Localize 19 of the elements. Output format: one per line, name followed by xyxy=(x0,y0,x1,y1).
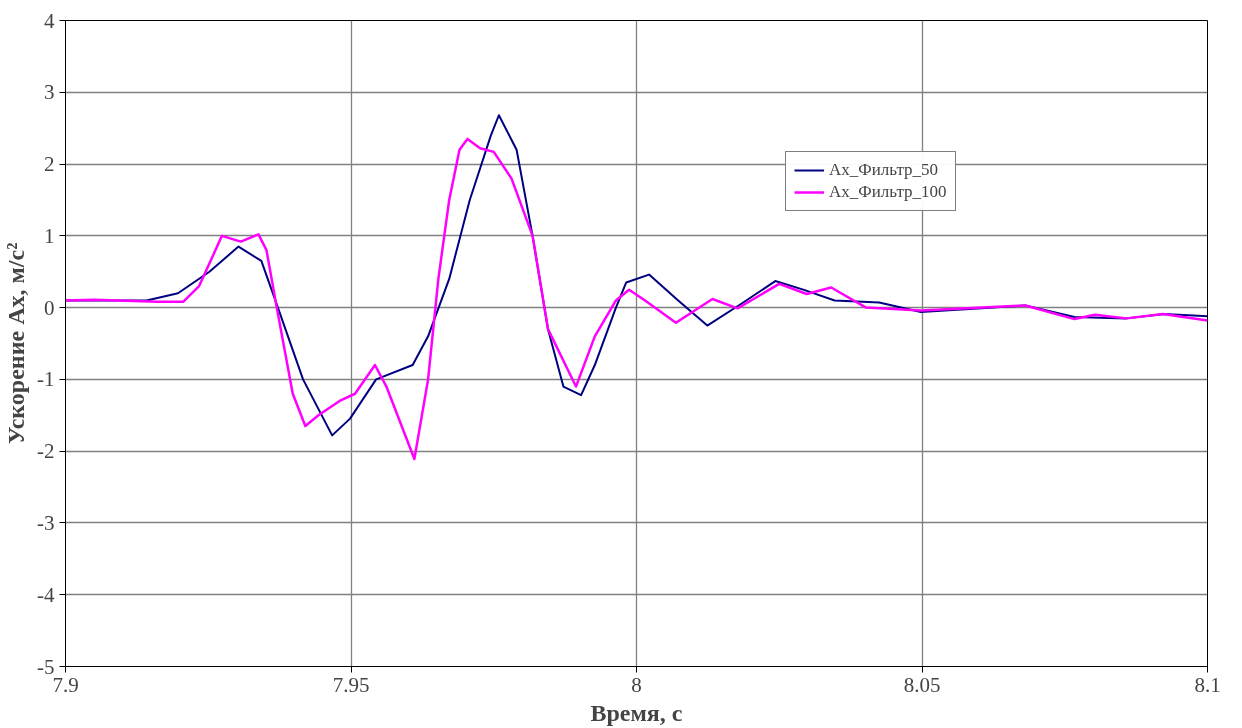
y-tick-label: -1 xyxy=(37,367,55,392)
legend-label: Ax_Фильтр_50 xyxy=(829,160,939,180)
y-tick-label: 2 xyxy=(44,152,55,177)
y-tick-label: 0 xyxy=(44,295,55,320)
y-tick-label: 3 xyxy=(44,80,55,105)
y-tick-label: 1 xyxy=(44,223,55,248)
y-tick-label: -2 xyxy=(37,439,55,464)
y-tick-label: -3 xyxy=(37,510,55,535)
legend-label: Ax_Фильтр_100 xyxy=(829,182,947,202)
y-tick-label: -5 xyxy=(37,654,55,679)
x-tick-label: 8.1 xyxy=(1194,672,1221,697)
x-tick-label: 7.95 xyxy=(332,672,370,697)
x-tick-label: 8 xyxy=(631,672,642,697)
x-axis-title: Время, с xyxy=(590,699,683,726)
x-tick-label: 7.9 xyxy=(52,672,79,697)
y-axis-title: Ускорение Ax, м/с² xyxy=(3,242,30,445)
y-tick-label: -4 xyxy=(37,582,55,607)
x-tick-label: 8.05 xyxy=(903,672,941,697)
y-tick-label: 4 xyxy=(44,8,55,33)
